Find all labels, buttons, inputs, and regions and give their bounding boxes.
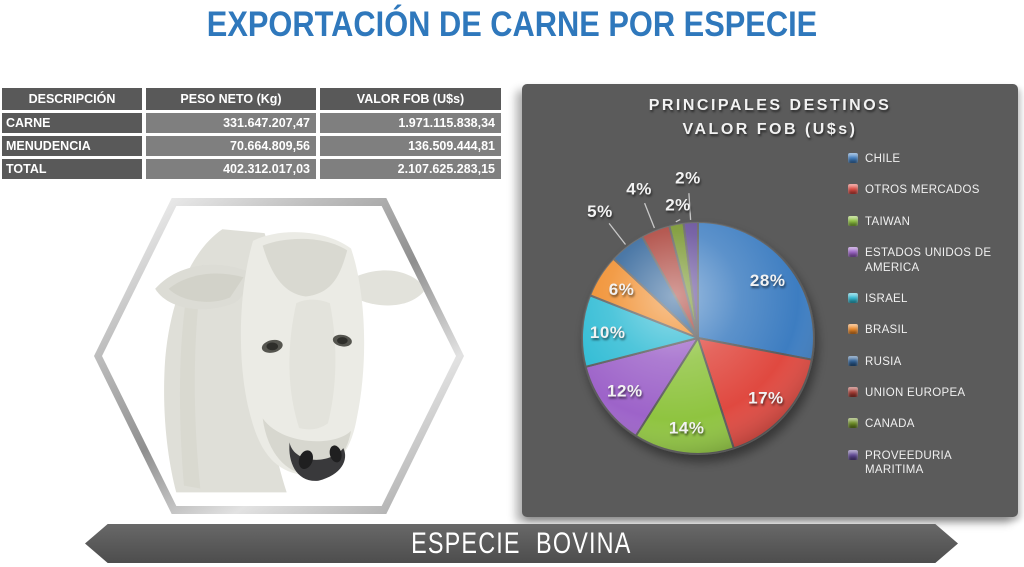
legend-item-union-europea: UNION EUROPEA [848, 386, 1014, 400]
legend-marker-otros-mercados [848, 184, 858, 195]
leader-line-proveeduria-maritima [688, 193, 692, 220]
table-header-valor-fob: VALOR FOB (U$s) [320, 88, 501, 110]
legend-item-estados-unidos-de-america: ESTADOS UNIDOS DE AMERICA [848, 246, 1014, 275]
legend-label: PROVEEDURIA MARITIMA [865, 449, 952, 477]
row-menudencia-label: MENUDENCIA [2, 136, 142, 156]
legend-item-israel: ISRAEL [848, 292, 1014, 306]
pie-label-chile: 28% [750, 271, 786, 290]
export-table: DESCRIPCIÓN PESO NETO (Kg) VALOR FOB (U$… [2, 88, 501, 179]
legend-item-chile: CHILE [848, 152, 1014, 166]
legend: CHILE OTROS MERCADOS TAIWAN ESTADOS UNIDOS … [848, 152, 1014, 495]
chart-panel: PRINCIPALES DESTINOS VALOR FOB (U$s) 28%… [522, 84, 1018, 517]
pie-gloss-overlay [582, 222, 814, 454]
pie-label-rusia: 5% [587, 202, 613, 221]
banner-label: ESPECIE BOVINA [411, 526, 632, 560]
page-title: EXPORTACIÓN DE CARNE POR ESPECIE [206, 5, 818, 44]
pie-percent-labels: 28% 17% 14% 12% 10% 6% 5% 4% 2% 2% [587, 169, 785, 438]
legend-marker-brasil [848, 324, 858, 335]
legend-label: RUSIA [865, 355, 902, 368]
legend-marker-israel [848, 292, 858, 303]
pie-label-proveeduria-maritima: 2% [675, 169, 701, 188]
leader-line-canada [675, 219, 681, 223]
legend-marker-chile [848, 153, 858, 163]
banner-especie-bovina: ESPECIE BOVINA [85, 524, 958, 563]
legend-label: CANADA [865, 418, 915, 431]
legend-item-rusia: RUSIA [848, 355, 1014, 369]
legend-label: ISRAEL [865, 292, 908, 305]
row-total-valor: 2.107.625.283,15 [320, 159, 501, 179]
legend-marker-rusia [848, 355, 858, 366]
legend-marker-proveeduria-maritima [848, 449, 858, 460]
legend-marker-canada [848, 418, 858, 429]
pie-label-otros-mercados: 17% [748, 388, 784, 407]
pie-leader-lines [608, 193, 692, 245]
leader-line-rusia [608, 223, 627, 245]
legend-item-canada: CANADA [848, 417, 1014, 431]
legend-marker-taiwan [848, 215, 858, 226]
chart-title-line2: VALOR FOB (U$s) [682, 121, 858, 138]
hexagon-frame [94, 198, 464, 514]
pie-chart: 28% 17% 14% 12% 10% 6% 5% 4% 2% 2% [581, 169, 815, 455]
row-menudencia-valor: 136.509.444,81 [320, 136, 501, 156]
row-menudencia-peso: 70.664.809,56 [146, 136, 316, 156]
hexagon-photo-area [102, 206, 456, 506]
table-header-peso-neto: PESO NETO (Kg) [146, 88, 316, 110]
row-total-label: TOTAL [2, 159, 142, 179]
row-carne-peso: 331.647.207,47 [146, 113, 316, 133]
legend-item-brasil: BRASIL [848, 323, 1014, 337]
row-carne-valor: 1.971.115.838,34 [320, 113, 501, 133]
pie-label-canada: 2% [665, 195, 691, 214]
row-total-peso: 402.312.017,03 [146, 159, 316, 179]
pie-label-brasil: 6% [609, 280, 635, 299]
table-header-descripcion: DESCRIPCIÓN [2, 88, 142, 110]
cow-image [155, 229, 426, 493]
chart-title: PRINCIPALES DESTINOS VALOR FOB (U$s) [522, 94, 1018, 142]
legend-label: ESTADOS UNIDOS DE AMERICA [865, 247, 992, 274]
legend-label: CHILE [865, 153, 901, 165]
pie-label-estados-unidos-de-america: 12% [607, 382, 643, 401]
leader-line-union-europea [643, 202, 656, 229]
legend-label: UNION EUROPEA [865, 387, 966, 399]
legend-label: OTROS MERCADOS [865, 184, 980, 197]
chart-title-line1: PRINCIPALES DESTINOS [648, 97, 892, 114]
legend-item-otros-mercados: OTROS MERCADOS [848, 183, 1014, 197]
legend-item-proveeduria-maritima: PROVEEDURIA MARITIMA [848, 449, 1014, 478]
pie-label-union-europea: 4% [626, 180, 652, 199]
legend-marker-estados-unidos-de-america [848, 247, 858, 258]
legend-marker-union-europea [848, 387, 858, 397]
pie-label-israel: 10% [590, 323, 626, 342]
row-carne-label: CARNE [2, 113, 142, 133]
legend-label: TAIWAN [865, 215, 911, 228]
pie-label-taiwan: 14% [669, 418, 705, 437]
legend-item-taiwan: TAIWAN [848, 215, 1014, 229]
legend-label: BRASIL [865, 324, 908, 337]
